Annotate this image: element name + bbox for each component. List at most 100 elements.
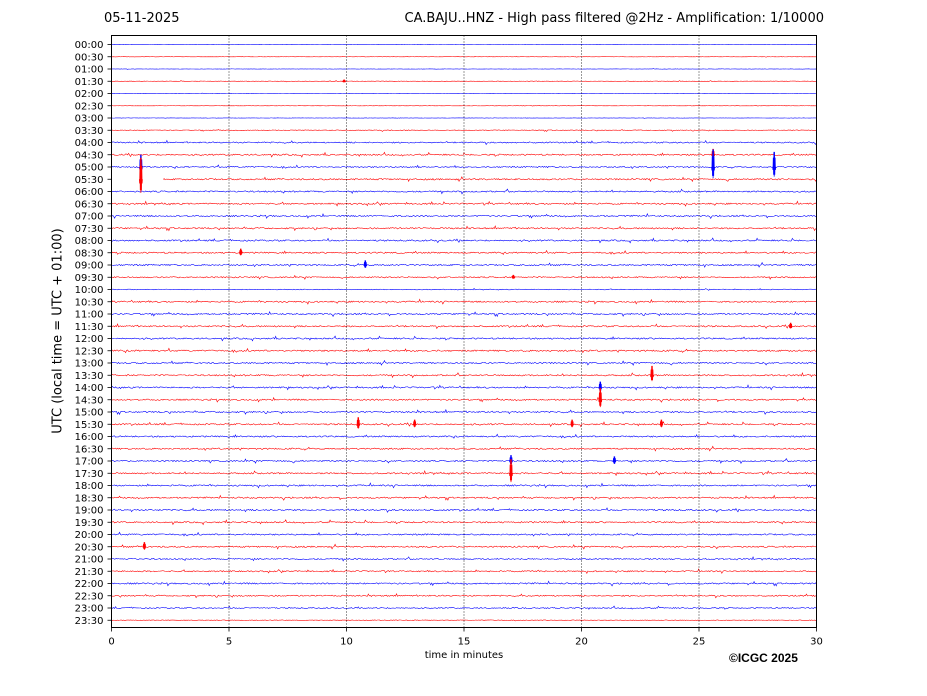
event-spike-0	[342, 79, 346, 83]
chart-title: CA.BAJU..HNZ - High pass filtered @2Hz -…	[404, 11, 825, 26]
y-tick-label-11:30: 11:30	[75, 322, 104, 333]
trace-02:30	[111, 105, 817, 107]
event-spike-14	[412, 419, 417, 428]
y-axis-label: UTC (local time = UTC + 01:00)	[50, 228, 66, 434]
trace-21:00	[111, 556, 817, 562]
trace-09:00	[111, 261, 817, 268]
y-tick-label-15:00: 15:00	[75, 408, 104, 419]
y-tick-label-23:00: 23:00	[75, 604, 104, 615]
y-tick-label-22:30: 22:30	[75, 591, 104, 602]
y-tick-label-08:00: 08:00	[75, 236, 104, 247]
trace-16:30	[111, 445, 817, 452]
y-tick-label-18:30: 18:30	[75, 493, 104, 504]
trace-23:00	[111, 605, 817, 610]
event-spike-15	[570, 419, 574, 428]
trace-14:30	[111, 396, 817, 403]
y-tick-label-23:30: 23:30	[75, 616, 104, 627]
trace-23:30	[111, 619, 817, 622]
trace-12:00	[111, 335, 817, 342]
trace-03:30	[111, 129, 817, 132]
copyright-label: ©ICGC 2025	[729, 651, 798, 665]
event-spike-10	[650, 365, 654, 382]
x-tick-label-10: 10	[340, 637, 353, 648]
y-tick-label-14:30: 14:30	[75, 395, 104, 406]
y-tick-label-22:00: 22:00	[75, 579, 104, 590]
y-tick-label-07:00: 07:00	[75, 212, 104, 223]
y-tick-label-16:00: 16:00	[75, 432, 104, 443]
y-tick-label-17:30: 17:30	[75, 469, 104, 480]
y-tick-label-00:30: 00:30	[75, 52, 104, 63]
y-tick-label-11:00: 11:00	[75, 310, 104, 321]
y-tick-label-01:30: 01:30	[75, 77, 104, 88]
y-tick-label-01:00: 01:00	[75, 65, 104, 76]
y-tick-label-14:00: 14:00	[75, 383, 104, 394]
y-tick-label-10:30: 10:30	[75, 297, 104, 308]
y-tick-label-21:30: 21:30	[75, 567, 104, 578]
event-spike-16	[659, 419, 664, 428]
y-tick-label-15:30: 15:30	[75, 420, 104, 431]
y-tick-label-17:00: 17:00	[75, 457, 104, 468]
trace-20:00	[111, 531, 817, 537]
y-tick-label-05:30: 05:30	[75, 175, 104, 186]
trace-22:30	[111, 592, 817, 599]
trace-04:00	[111, 139, 817, 146]
trace-16:00	[111, 433, 817, 439]
trace-09:30	[111, 274, 817, 280]
trace-03:00	[111, 117, 817, 119]
event-spike-4	[711, 149, 715, 179]
trace-06:00	[111, 188, 817, 195]
x-axis: 0 5 10 15 20 25 30	[108, 627, 823, 648]
trace-12:30	[111, 347, 817, 354]
event-spike-2	[138, 157, 143, 193]
x-tick-label-15: 15	[458, 637, 471, 648]
event-spike-19	[509, 459, 513, 483]
y-tick-label-05:00: 05:00	[75, 163, 104, 174]
x-tick-label-20: 20	[575, 637, 588, 648]
event-spike-12	[598, 388, 603, 408]
y-tick-label-13:00: 13:00	[75, 359, 104, 370]
y-tick-label-02:30: 02:30	[75, 101, 104, 112]
trace-11:00	[111, 310, 817, 318]
y-tick-label-12:00: 12:00	[75, 334, 104, 345]
y-tick-label-16:30: 16:30	[75, 444, 104, 455]
trace-10:30	[111, 298, 817, 305]
trace-20:30	[111, 543, 817, 550]
trace-05:30	[162, 176, 817, 183]
x-tick-label-5: 5	[226, 637, 232, 648]
y-tick-label-03:30: 03:30	[75, 126, 104, 137]
y-tick-label-13:30: 13:30	[75, 371, 104, 382]
event-spike-8	[511, 274, 516, 279]
y-tick-label-07:30: 07:30	[75, 224, 104, 235]
y-tick-label-18:00: 18:00	[75, 481, 104, 492]
event-spike-9	[788, 322, 793, 329]
y-tick-label-19:00: 19:00	[75, 506, 104, 517]
y-tick-label-06:00: 06:00	[75, 187, 104, 198]
y-tick-label-00:00: 00:00	[75, 40, 104, 51]
date-label: 05-11-2025	[104, 11, 180, 26]
y-tick-label-20:30: 20:30	[75, 542, 104, 553]
event-spike-6	[238, 248, 243, 256]
x-tick-label-0: 0	[108, 637, 114, 648]
y-tick-label-03:00: 03:00	[75, 114, 104, 125]
y-tick-label-02:00: 02:00	[75, 89, 104, 100]
y-tick-label-09:30: 09:30	[75, 273, 104, 284]
x-tick-label-30: 30	[810, 637, 823, 648]
trace-17:00	[111, 458, 817, 464]
event-spike-5	[772, 151, 777, 177]
grid-lines	[228, 35, 700, 628]
y-tick-label-08:30: 08:30	[75, 248, 104, 259]
plot-frame	[111, 35, 817, 628]
event-spike-13	[356, 417, 361, 429]
y-tick-label-04:30: 04:30	[75, 150, 104, 161]
event-spike-7	[363, 260, 368, 268]
y-tick-label-12:30: 12:30	[75, 346, 104, 357]
event-spike-17	[612, 456, 617, 464]
y-tick-label-19:30: 19:30	[75, 518, 104, 529]
y-tick-label-06:30: 06:30	[75, 199, 104, 210]
y-tick-label-21:00: 21:00	[75, 555, 104, 566]
x-axis-label: time in minutes	[424, 650, 504, 661]
event-spike-20	[142, 542, 147, 550]
y-tick-label-10:00: 10:00	[75, 285, 104, 296]
